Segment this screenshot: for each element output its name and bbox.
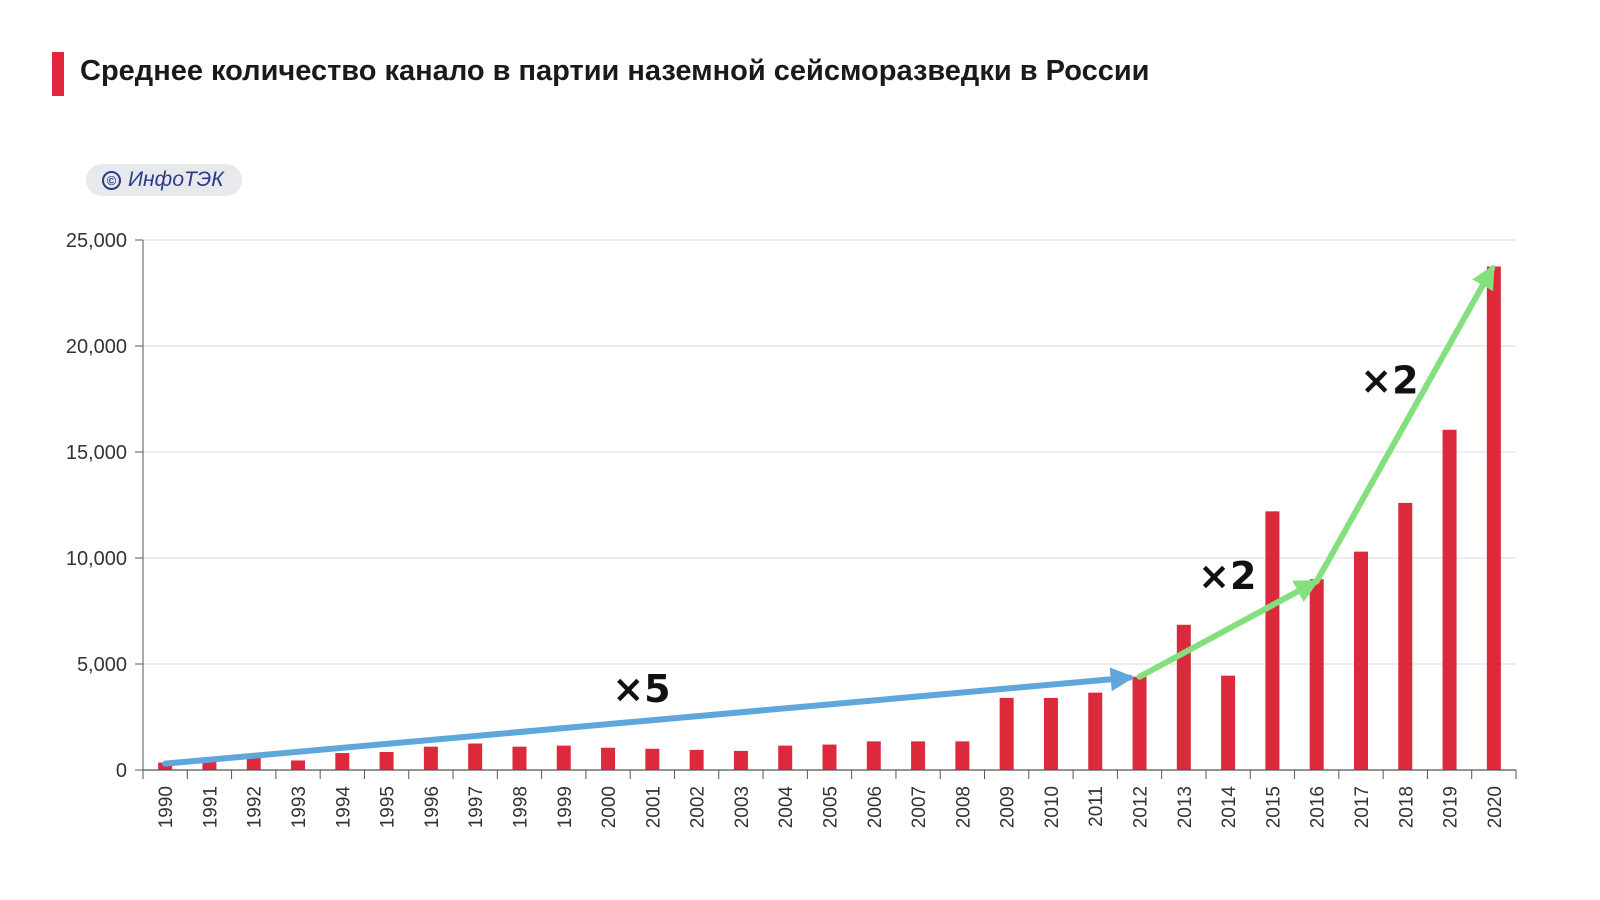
x-tick-label: 2006: [865, 786, 886, 828]
x-tick-label: 2005: [821, 786, 842, 828]
y-tick-label: 25,000: [66, 230, 127, 252]
x-tick-label: 1999: [555, 786, 576, 828]
bar-2009: [999, 697, 1014, 770]
bar-2014: [1221, 675, 1236, 770]
x-tick-label: 1992: [245, 786, 266, 828]
bar-2018: [1398, 502, 1413, 770]
x-tick-label: 1993: [289, 786, 310, 828]
bar-2013: [1176, 624, 1191, 770]
x-tick-label: 2012: [1131, 786, 1152, 828]
title-accent-bar: [52, 52, 64, 96]
bar-2010: [1043, 697, 1058, 770]
bar-1997: [468, 743, 483, 770]
x-tick-label: 1991: [200, 786, 221, 828]
bar-2019: [1442, 429, 1457, 770]
source-label: ИнфоТЭК: [128, 168, 224, 191]
bar-2020: [1486, 266, 1501, 770]
x-tick-label: 2008: [953, 786, 974, 828]
bar-2011: [1088, 692, 1103, 770]
bars: [158, 266, 1501, 770]
x-tick-label: 2015: [1263, 786, 1284, 828]
bar-2008: [955, 741, 970, 770]
x-tick-label: 2010: [1042, 786, 1063, 828]
grid-lines: [143, 239, 1516, 665]
page-title: Среднее количество канало в партии назем…: [80, 55, 1150, 87]
x-tick-label: 1994: [333, 786, 354, 829]
bar-1999: [556, 745, 571, 770]
x-tick-label: 2000: [599, 786, 620, 828]
x-tick-label: 2009: [998, 786, 1019, 828]
multiplier-label: ×2: [1360, 358, 1418, 402]
x-tick-label: 2014: [1219, 786, 1240, 829]
x-tick-label: 2002: [688, 786, 709, 828]
bar-1998: [512, 746, 527, 770]
bar-2007: [911, 741, 926, 770]
bar-2000: [601, 747, 616, 770]
copyright-icon: ©: [102, 170, 121, 190]
bar-2003: [733, 750, 748, 770]
bar-1991: [202, 761, 217, 770]
multiplier-label: ×5: [612, 667, 670, 711]
y-tick-label: 0: [116, 760, 127, 782]
x-tick-label: 2011: [1086, 786, 1107, 827]
bar-2002: [689, 749, 704, 770]
bar-2005: [822, 744, 837, 770]
x-tick-label: 1990: [156, 786, 177, 828]
y-tick-label: 15,000: [66, 442, 127, 464]
x-tick-label: 1995: [378, 786, 399, 828]
x-tick-label: 2003: [732, 786, 753, 828]
x-tick-label: 2018: [1396, 786, 1417, 828]
bar-2012: [1132, 676, 1147, 770]
x-tick-label: 2020: [1485, 786, 1506, 828]
source-badge: © ИнфоТЭК: [86, 164, 242, 196]
bar-2006: [866, 741, 881, 770]
trend-arrow: [1136, 579, 1320, 680]
bar-1993: [291, 760, 306, 770]
x-tick-label: 1998: [510, 786, 531, 828]
x-tick-label: 2019: [1441, 786, 1462, 828]
bar-1995: [379, 751, 394, 770]
axes: 0 5,000 10,000 15,000 20,000 25,000 1990 1991 19…: [66, 230, 1517, 829]
trend-arrows: ×5 ×2 ×2: [162, 264, 1496, 767]
bar-1992: [246, 756, 261, 770]
trend-arrow: [162, 667, 1135, 767]
x-tick-label: 2017: [1352, 786, 1373, 828]
bar-2001: [645, 748, 660, 770]
bar-1996: [423, 746, 438, 770]
bar-2004: [778, 745, 793, 770]
y-tick-label: 5,000: [77, 654, 127, 676]
y-tick-label: 20,000: [66, 336, 127, 358]
x-tick-label: 2013: [1175, 786, 1196, 828]
y-tick-label: 10,000: [66, 548, 127, 570]
x-tick-label: 2004: [776, 786, 797, 829]
x-tick-label: 2016: [1308, 786, 1329, 828]
x-tick-label: 1996: [422, 786, 443, 828]
bar-2016: [1309, 579, 1324, 770]
x-tick-label: 1997: [466, 786, 487, 828]
trend-arrow: [1313, 264, 1496, 585]
x-tick-label: 2001: [643, 786, 664, 828]
x-tick-label: 2007: [909, 786, 930, 828]
bar-1994: [335, 753, 350, 770]
bar-2015: [1265, 511, 1280, 770]
bar-2017: [1353, 551, 1368, 770]
multiplier-label: ×2: [1198, 554, 1256, 598]
